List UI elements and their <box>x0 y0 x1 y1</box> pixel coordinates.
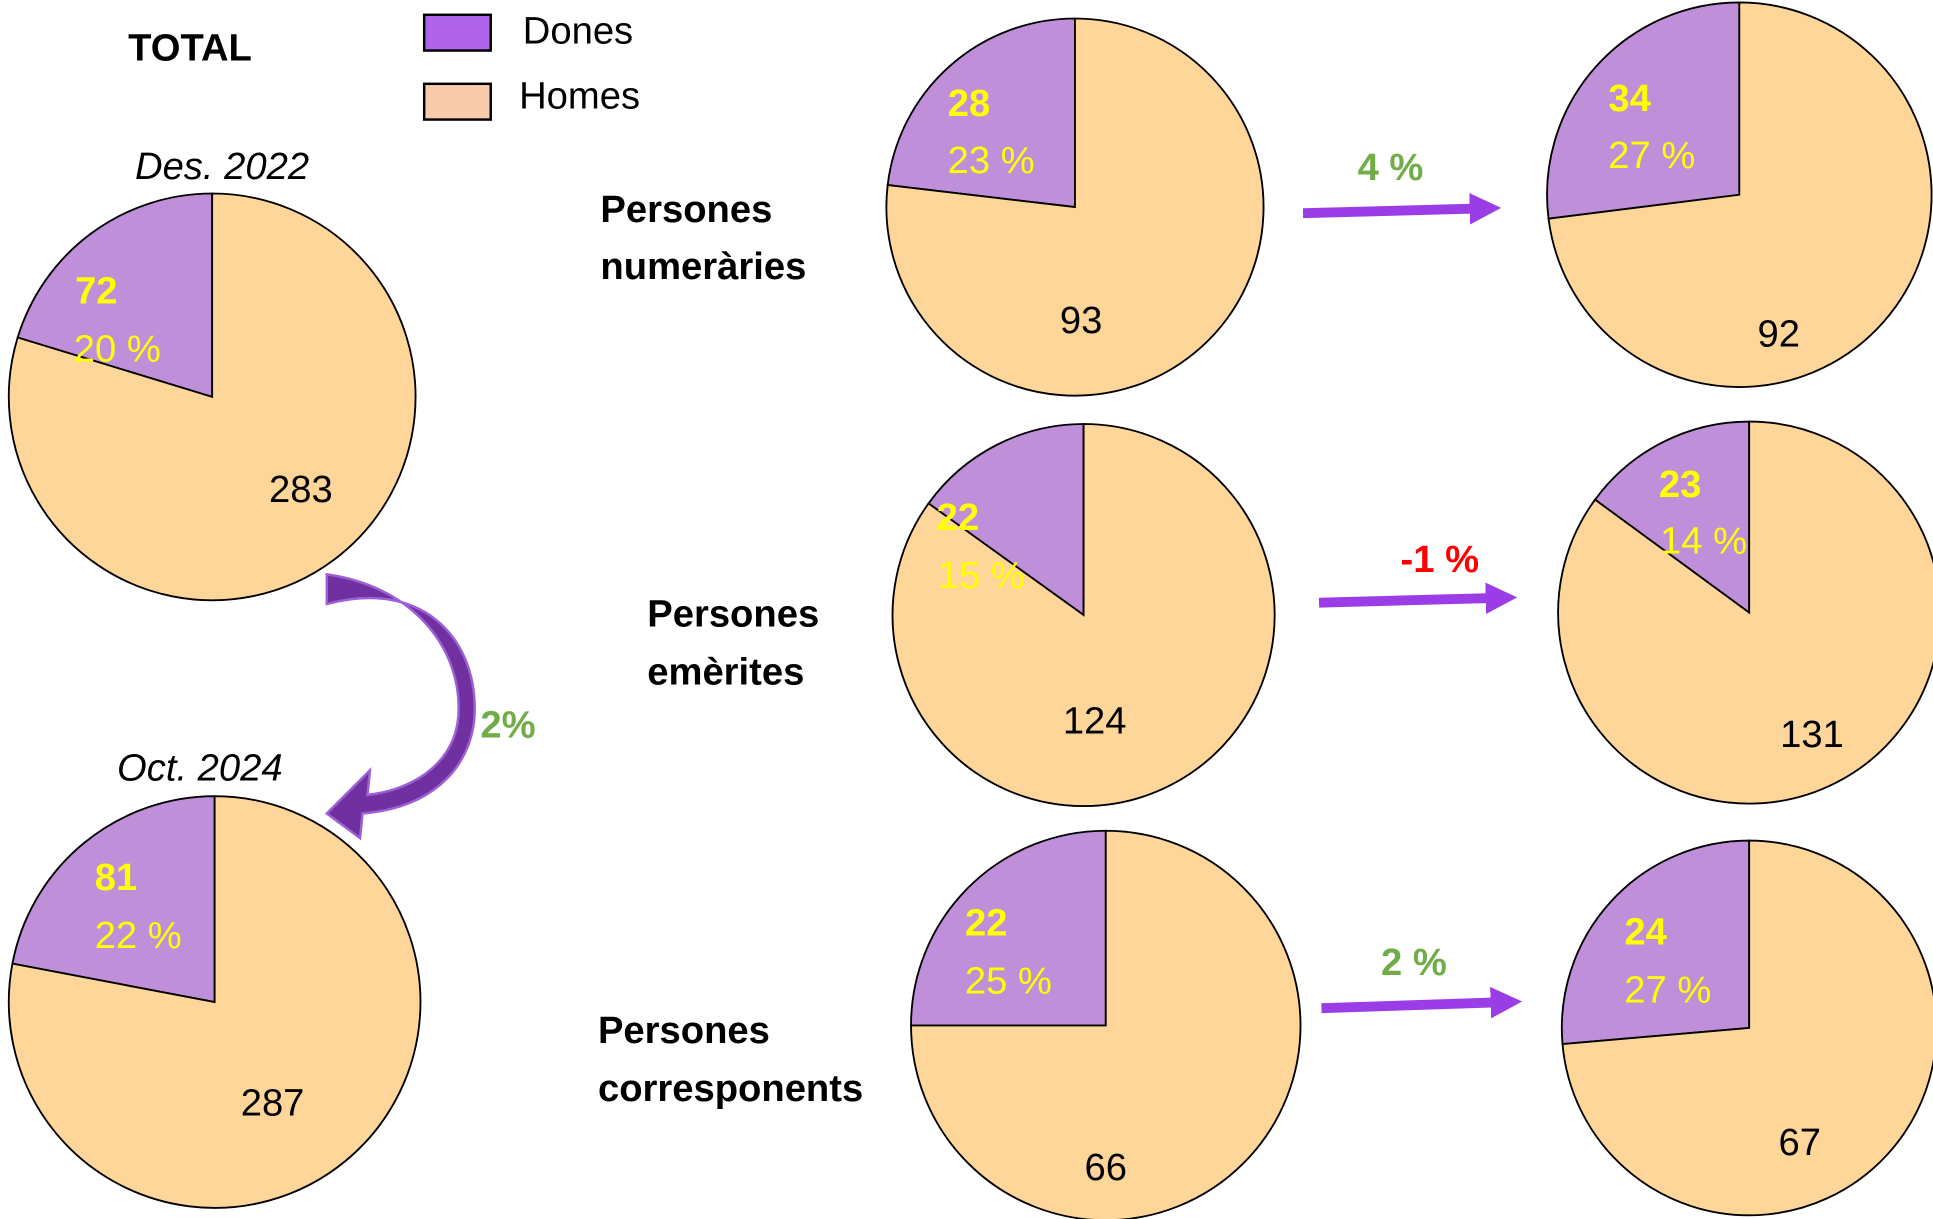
row-label: corresponents <box>598 1067 863 1110</box>
row-label: emèrites <box>647 650 804 693</box>
data-label: 81 <box>95 856 137 899</box>
data-label: 22 <box>965 902 1007 945</box>
pie-title: Oct. 2024 <box>117 746 283 789</box>
data-label: 23 <box>1659 463 1701 506</box>
pie-slice <box>910 829 1302 1219</box>
percent-label: 20 % <box>74 327 161 370</box>
pie-slice <box>7 795 422 1209</box>
data-label: 28 <box>948 82 990 125</box>
pie-slice <box>1560 839 1751 1046</box>
row-label: numeràries <box>600 245 806 288</box>
arrow <box>1302 192 1502 225</box>
change-label: 2 % <box>1381 941 1447 984</box>
data-label: 66 <box>1085 1146 1127 1189</box>
change-label: 2% <box>480 703 535 746</box>
legend-swatch <box>422 13 492 52</box>
data-label: 34 <box>1608 77 1651 120</box>
legend-swatch <box>422 82 492 121</box>
curved-arrow <box>324 572 476 841</box>
data-label: 287 <box>241 1082 305 1125</box>
data-label: 72 <box>75 269 117 312</box>
row-label: Persones <box>647 592 819 635</box>
change-label: 4 % <box>1358 146 1424 189</box>
pie-slice <box>1561 839 1933 1217</box>
percent-label: 23 % <box>948 139 1035 182</box>
percent-label: 25 % <box>965 960 1052 1003</box>
data-label: 22 <box>937 496 979 539</box>
data-label: 131 <box>1780 713 1844 756</box>
pie-slice <box>1593 420 1751 615</box>
data-label: 67 <box>1778 1121 1820 1164</box>
pie-slice <box>885 17 1265 397</box>
data-label: 93 <box>1060 299 1102 342</box>
pie-slice <box>7 192 417 602</box>
row-label: Persones <box>600 188 772 231</box>
pie-slice <box>11 795 216 1004</box>
pie-slice <box>1557 420 1933 805</box>
legend-label: Homes <box>519 75 640 118</box>
percent-label: 22 % <box>95 914 182 957</box>
change-label: -1 % <box>1401 538 1480 581</box>
data-label: 24 <box>1624 910 1667 953</box>
data-label: 92 <box>1758 313 1800 356</box>
data-label: 283 <box>269 468 333 511</box>
arrow <box>1318 582 1518 614</box>
data-label: 124 <box>1063 700 1127 743</box>
legend-label: Dones <box>523 9 633 52</box>
percent-label: 27 % <box>1608 134 1695 177</box>
percent-label: 27 % <box>1624 968 1711 1011</box>
arrow <box>1321 986 1523 1019</box>
percent-label: 14 % <box>1660 520 1747 563</box>
pie-slice <box>910 829 1107 1027</box>
pie-title: Des. 2022 <box>135 145 309 188</box>
pie-slice <box>16 192 214 399</box>
pie-slice <box>886 17 1076 209</box>
pie-slice <box>1546 1 1741 220</box>
pie-slice <box>927 423 1085 617</box>
title: TOTAL <box>128 27 252 70</box>
percent-label: 15 % <box>938 554 1025 597</box>
row-label: Persones <box>598 1009 770 1052</box>
pie-slice <box>891 423 1276 807</box>
pie-slice <box>1547 1 1933 388</box>
